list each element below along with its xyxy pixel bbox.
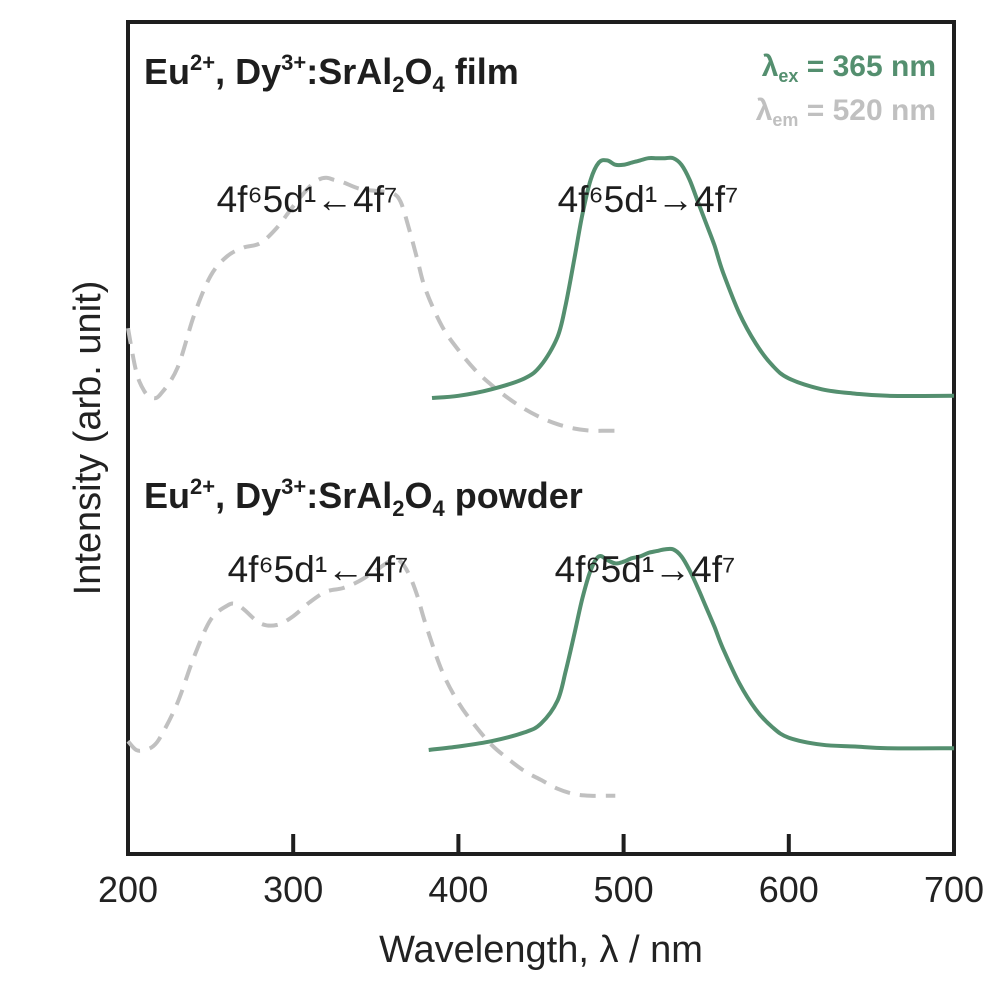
annotation-emission-film: 4f⁶5d¹→4f⁷ <box>558 179 739 220</box>
annotation-excitation-film: 4f⁶5d¹←4f⁷ <box>217 179 398 220</box>
x-axis-label: Wavelength, λ / nm <box>379 929 703 971</box>
x-tick-label-700: 700 <box>924 869 984 910</box>
legend-emission: λem = 520 nm <box>756 94 936 130</box>
x-tick-label-400: 400 <box>428 869 488 910</box>
x-tick-label-200: 200 <box>98 869 158 910</box>
x-tick-label-500: 500 <box>594 869 654 910</box>
x-axis-ticks: 200 300 400 500 600 700 <box>98 834 984 910</box>
y-axis-label: Intensity (arb. unit) <box>67 281 109 596</box>
annotation-excitation-powder: 4f⁶5d¹←4f⁷ <box>228 549 409 590</box>
legend-excitation: λex = 365 nm <box>762 50 936 86</box>
powder-excitation-curve <box>126 557 616 798</box>
film-emission-curve <box>431 155 955 400</box>
series-layer <box>126 155 955 798</box>
powder-emission-curve <box>428 546 955 752</box>
annotation-emission-powder: 4f⁶5d¹→4f⁷ <box>555 549 736 590</box>
panel-title-powder: Eu2+, Dy3+:SrAl2O4 powder <box>144 474 583 521</box>
x-tick-label-300: 300 <box>263 869 323 910</box>
plot-frame <box>126 20 956 856</box>
panel-title-film: Eu2+, Dy3+:SrAl2O4 film <box>144 50 519 97</box>
x-tick-label-600: 600 <box>759 869 819 910</box>
